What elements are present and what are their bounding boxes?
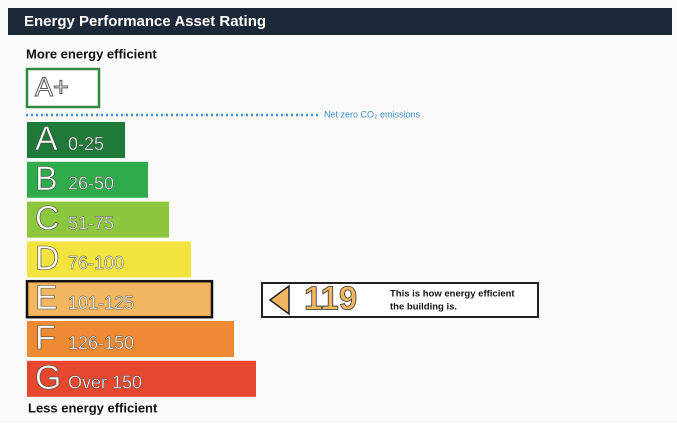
bands: A 0-25 B 26-50 C 51-75 D 76-100 E 101-125 F 126-150… [25,120,256,397]
bottom-label: Less energy efficient [28,400,158,415]
title: Energy Performance Asset Rating [24,13,266,30]
band-bar [27,201,169,238]
band-letter: C [35,200,60,238]
band-bar [27,241,191,278]
net-zero-label: Net zero CO₂ emissions [324,109,421,119]
band-letter: A [35,120,58,158]
band-range: Over 150 [68,373,142,393]
band-bar [27,321,234,357]
top-label: More energy efficient [26,46,157,61]
band-range: 51-75 [68,213,114,233]
indicator-box [261,282,539,318]
band-letter: D [35,239,60,277]
band-bar [25,279,214,319]
band-letter: F [35,319,56,357]
header-bar [8,8,672,35]
band-letter: B [35,160,58,198]
band-bar [27,122,125,158]
indicator-text: the building is. [390,302,457,313]
band-letter: E [35,279,58,317]
band-range: 0-25 [68,134,104,154]
indicator-value: 119 [304,280,357,317]
band-bar [27,360,256,397]
band-range: 76-100 [68,253,124,273]
indicator-arrow [268,284,290,316]
band-letter: G [35,359,61,397]
band-range: 26-50 [68,174,114,194]
band-bar [27,161,148,198]
plus-rating-box [25,67,101,109]
band-range: 126-150 [68,333,134,353]
indicator-text: This is how energy efficient [390,289,515,300]
band-range: 101-125 [68,293,134,313]
plus-rating-label: A+ [35,72,69,102]
